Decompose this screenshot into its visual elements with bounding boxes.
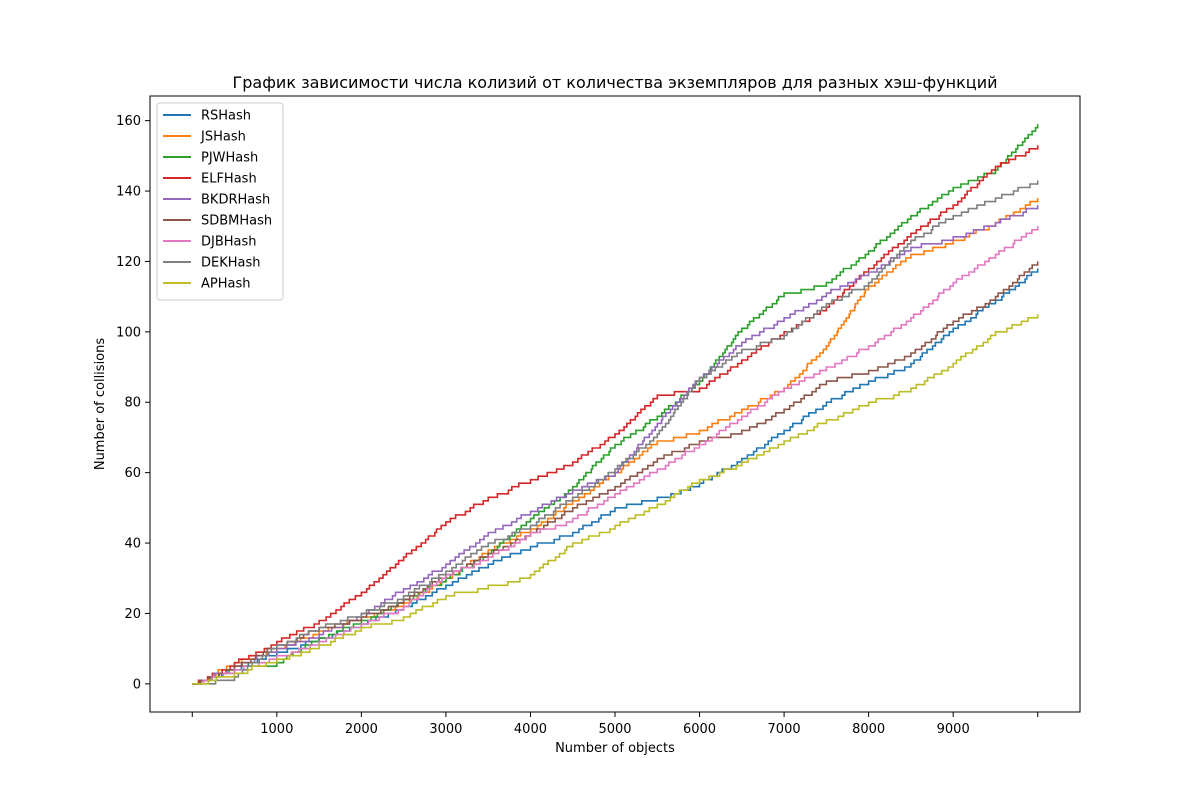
chart-title: График зависимости числа колизий от коли…: [233, 73, 998, 92]
legend-label-pjwhash: PJWHash: [201, 151, 258, 166]
y-tick-label: 0: [133, 677, 141, 692]
x-tick-label: 3000: [429, 722, 462, 737]
x-tick-label: 9000: [937, 722, 970, 737]
y-tick-label: 140: [116, 185, 141, 200]
x-tick-label: 7000: [768, 722, 801, 737]
legend-label-jshash: JSHash: [200, 130, 246, 145]
y-tick-label: 160: [116, 114, 141, 129]
legend-label-dekhash: DEKHash: [201, 256, 261, 271]
y-tick-label: 60: [124, 466, 141, 481]
x-tick-label: 4000: [514, 722, 547, 737]
y-axis-label: Number of collisions: [93, 338, 108, 471]
y-tick-label: 40: [124, 537, 141, 552]
x-tick-label: 1000: [260, 722, 293, 737]
x-tick-label: 2000: [345, 722, 378, 737]
x-tick-label: 5000: [598, 722, 631, 737]
y-tick-label: 20: [124, 607, 141, 622]
legend-label-bkdrhash: BKDRHash: [201, 193, 270, 208]
x-tick-label: 6000: [683, 722, 716, 737]
y-tick-label: 80: [124, 396, 141, 411]
legend-label-elfhash: ELFHash: [201, 172, 257, 187]
legend-label-djbhash: DJBHash: [201, 235, 257, 250]
y-tick-label: 120: [116, 255, 141, 270]
y-tick-label: 100: [116, 325, 141, 340]
legend-label-sdbmhash: SDBMHash: [201, 214, 272, 229]
legend-label-rshash: RSHash: [201, 109, 251, 124]
x-tick-label: 8000: [852, 722, 885, 737]
legend: RSHash JSHash PJWHash ELFHash BKDRHash SDBMHa…: [157, 103, 283, 300]
x-axis-label: Number of objects: [555, 741, 675, 756]
legend-label-aphash: APHash: [201, 277, 251, 292]
